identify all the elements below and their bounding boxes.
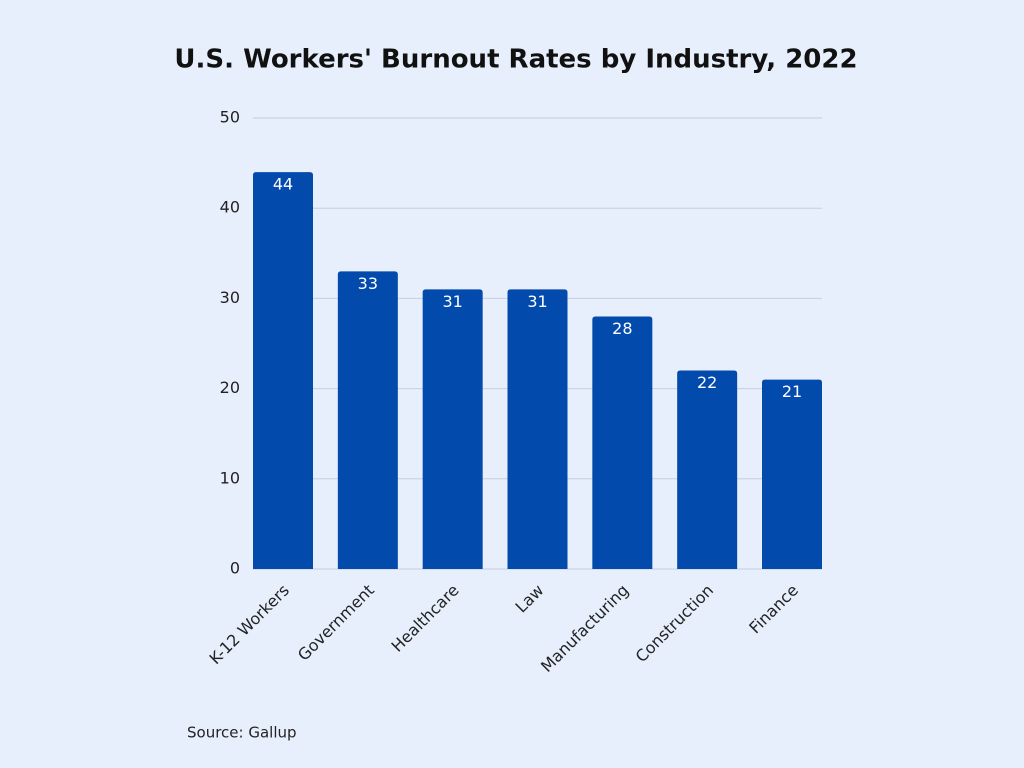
value-label: 31 (527, 292, 547, 311)
bar (592, 316, 653, 569)
source-note: Source: Gallup (187, 724, 297, 742)
value-label: 31 (442, 292, 462, 311)
bar (677, 370, 738, 569)
y-tick-label: 10 (220, 468, 240, 487)
bar (762, 379, 822, 569)
bar (337, 271, 398, 569)
y-tick-label: 50 (220, 108, 240, 127)
bar (422, 289, 483, 569)
value-label: 28 (612, 319, 632, 338)
bar (253, 172, 313, 569)
y-tick-label: 20 (220, 378, 240, 397)
chart-title: U.S. Workers' Burnout Rates by Industry,… (174, 45, 857, 75)
value-label: 22 (697, 373, 717, 392)
value-label: 21 (782, 382, 802, 401)
y-tick-label: 30 (220, 288, 240, 307)
value-label: 44 (273, 175, 293, 194)
y-tick-label: 40 (220, 198, 240, 217)
y-tick-label: 0 (230, 559, 240, 578)
bar (507, 289, 568, 569)
value-label: 33 (358, 274, 378, 293)
